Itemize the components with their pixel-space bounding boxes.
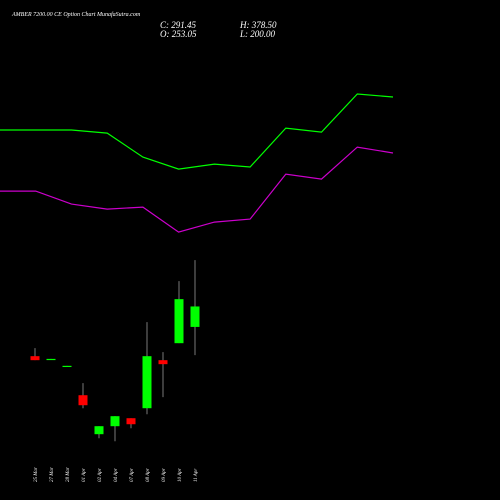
x-tick-label: 01 Apr bbox=[82, 468, 87, 482]
x-tick-label: 27 Mar bbox=[50, 467, 55, 482]
x-tick-label: 04 Apr bbox=[114, 468, 119, 482]
band-line bbox=[0, 146, 394, 233]
candle-body bbox=[158, 360, 168, 365]
high-label: H: 378.50 bbox=[239, 20, 277, 30]
candle-body bbox=[78, 395, 88, 406]
open-label: O: 253.05 bbox=[160, 29, 197, 39]
candle-body bbox=[46, 358, 56, 361]
chart-title: AMBER 7200.00 CE Option Chart MunafaSutr… bbox=[11, 11, 141, 18]
candle-body bbox=[142, 356, 152, 409]
band-line bbox=[0, 93, 394, 170]
low-label: L: 200.00 bbox=[239, 29, 276, 39]
candle-body bbox=[126, 418, 136, 425]
x-tick-label: 25 Mar bbox=[34, 467, 39, 482]
x-tick-label: 10 Apr bbox=[178, 468, 183, 482]
candle-body bbox=[110, 416, 120, 427]
x-tick-label: 07 Apr bbox=[130, 468, 135, 482]
candle-body bbox=[94, 426, 104, 435]
x-tick-label: 28 Mar bbox=[66, 467, 71, 482]
candle-body bbox=[62, 365, 72, 368]
x-tick-label: 08 Apr bbox=[146, 468, 151, 482]
close-label: C: 291.45 bbox=[160, 20, 197, 30]
x-tick-label: 11 Apr bbox=[194, 469, 199, 482]
candle-body bbox=[174, 299, 184, 344]
x-tick-label: 02 Apr bbox=[98, 468, 103, 482]
candle-body bbox=[190, 306, 200, 327]
x-tick-label: 09 Apr bbox=[162, 468, 167, 482]
candle-body bbox=[30, 356, 40, 361]
